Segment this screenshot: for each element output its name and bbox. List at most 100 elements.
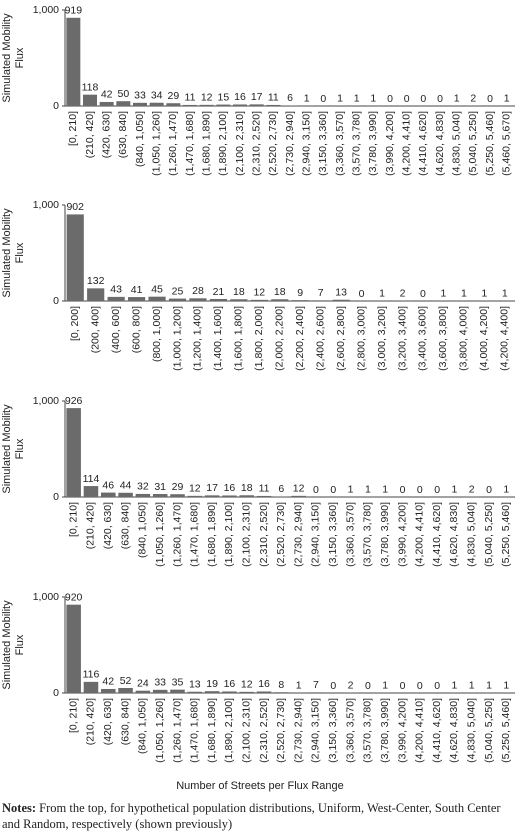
x-tick-label: (3,150, 3,360]	[327, 698, 339, 763]
y-tick-label: 1,000	[33, 591, 59, 603]
notes: Notes: From the top, for hypothetical po…	[2, 800, 518, 832]
value-label: 0	[365, 680, 371, 692]
y-tick-label: 1,000	[33, 395, 59, 407]
y-axis-label: Simulated Mobility Flux	[1, 600, 26, 690]
value-label: 42	[102, 676, 114, 688]
value-label: 2	[348, 680, 354, 692]
x-tick-label: (3,570, 3,780]	[362, 502, 374, 567]
value-label: 43	[110, 284, 122, 296]
x-tick-label: (4,620, 4,830]	[434, 111, 446, 176]
x-tick-label: (5,040, 5,250]	[483, 698, 495, 763]
value-label: 0	[434, 484, 440, 496]
bar	[291, 300, 309, 301]
value-label: 32	[137, 481, 149, 493]
x-tick-label: (2,310, 2,520]	[258, 698, 270, 763]
value-label: 0	[417, 680, 423, 692]
value-label: 1	[304, 93, 310, 105]
bar	[222, 495, 237, 497]
value-label: 0	[486, 484, 492, 496]
x-tick-label: (2,520, 2,730]	[267, 111, 279, 176]
x-tick-label: (400, 600]	[110, 306, 122, 353]
x-tick-label: (420, 630]	[102, 698, 114, 745]
x-tick-label: (2,520, 2,730]	[275, 698, 287, 763]
value-label: 17	[251, 91, 263, 103]
x-tick-label: (1,260, 1,470]	[171, 502, 183, 567]
bar	[187, 495, 203, 497]
x-tick-label: (3,600, 3,800]	[437, 306, 449, 371]
x-tick-label: (4,830, 5,040]	[466, 698, 478, 763]
value-label: 0	[330, 680, 336, 692]
bar-chart: 01,000 920[0, 210]116(210, 420]42(420, 63…	[33, 591, 515, 763]
x-tick-label: (3,200, 3,400]	[396, 306, 408, 371]
x-tick-label: (3,570, 3,780]	[362, 698, 374, 763]
value-label: 1	[370, 93, 376, 105]
x-tick-label: [0, 210]	[67, 698, 79, 733]
x-tick-label: (420, 630]	[100, 111, 112, 158]
x-tick-label: [0, 210]	[67, 502, 79, 537]
bar	[66, 408, 81, 497]
bar	[116, 101, 131, 106]
value-label: 920	[65, 591, 83, 603]
bar	[187, 691, 203, 693]
value-label: 13	[189, 679, 201, 691]
value-label: 118	[82, 81, 99, 93]
value-label: 33	[154, 677, 166, 689]
bar	[99, 101, 114, 106]
value-label: 21	[213, 286, 225, 298]
x-tick-label: (200, 400]	[89, 306, 101, 353]
value-label: 13	[335, 287, 347, 299]
bar	[230, 299, 248, 301]
bar-chart: 0 1,000 926 [0, 210] 114 (210, 420] 46 (420, 63…	[33, 395, 515, 567]
x-tick-label: (1,800, 2,000]	[253, 306, 265, 371]
value-label: 16	[258, 678, 270, 690]
x-tick-label: (2,100, 2,310]	[234, 111, 246, 176]
x-tick-label: (4,830, 5,040]	[466, 502, 478, 567]
value-label: 12	[189, 483, 201, 495]
bar	[152, 689, 168, 693]
x-tick-label: (2,100, 2,310]	[241, 698, 253, 763]
x-tick-label: (2,940, 3,150]	[300, 111, 312, 176]
value-label: 926	[65, 395, 83, 407]
x-tick-label: (2,730, 2,940]	[284, 111, 296, 176]
x-tick-label: (5,460, 5,670]	[500, 111, 512, 176]
bar	[256, 495, 272, 497]
value-label: 1	[440, 288, 446, 300]
x-tick-label: (1,260, 1,470]	[167, 111, 179, 176]
x-tick-label: (1,600, 1,800]	[233, 306, 245, 371]
bar	[148, 296, 166, 301]
bar	[101, 492, 116, 497]
notes-text: From the top, for hypothetical populatio…	[2, 801, 501, 831]
value-label: 7	[313, 679, 319, 691]
value-label: 116	[83, 669, 100, 681]
value-label: 9	[297, 287, 303, 299]
x-tick-label: (1,680, 1,890]	[200, 111, 212, 176]
value-label: 0	[313, 484, 319, 496]
bar	[204, 495, 220, 497]
bar	[168, 298, 187, 301]
x-tick-label: (3,990, 4,200]	[396, 698, 408, 763]
x-tick-label: (3,360, 3,570]	[344, 698, 356, 763]
x-tick-label: (1,260, 1,470]	[171, 698, 183, 763]
value-label: 19	[206, 678, 218, 690]
y-axis-label: Simulated Mobility Flux	[1, 404, 26, 494]
value-label: 31	[154, 481, 166, 493]
value-label: 0	[330, 484, 336, 496]
value-label: 132	[87, 275, 105, 287]
x-tick-label: (1,680, 1,890]	[206, 502, 218, 567]
x-tick-label: (3,150, 3,360]	[317, 111, 329, 176]
value-label: 1	[503, 680, 509, 692]
value-label: 7	[318, 287, 324, 299]
bar	[199, 104, 214, 106]
bar	[189, 298, 207, 301]
x-tick-label: (1,470, 1,680]	[189, 502, 201, 567]
x-tick-label: (800, 1,000]	[151, 306, 163, 362]
value-label: 1	[452, 484, 458, 496]
x-tick-label: (1,050, 1,260]	[154, 502, 166, 567]
x-tick-label: (3,000, 3,200]	[376, 306, 388, 371]
bar	[166, 103, 181, 106]
x-tick-label: (4,620, 4,830]	[448, 698, 460, 763]
value-label: 17	[206, 482, 218, 494]
y-tick-label: 0	[53, 295, 59, 307]
x-tick-label: (3,800, 4,000]	[458, 306, 470, 371]
bar	[256, 691, 272, 693]
